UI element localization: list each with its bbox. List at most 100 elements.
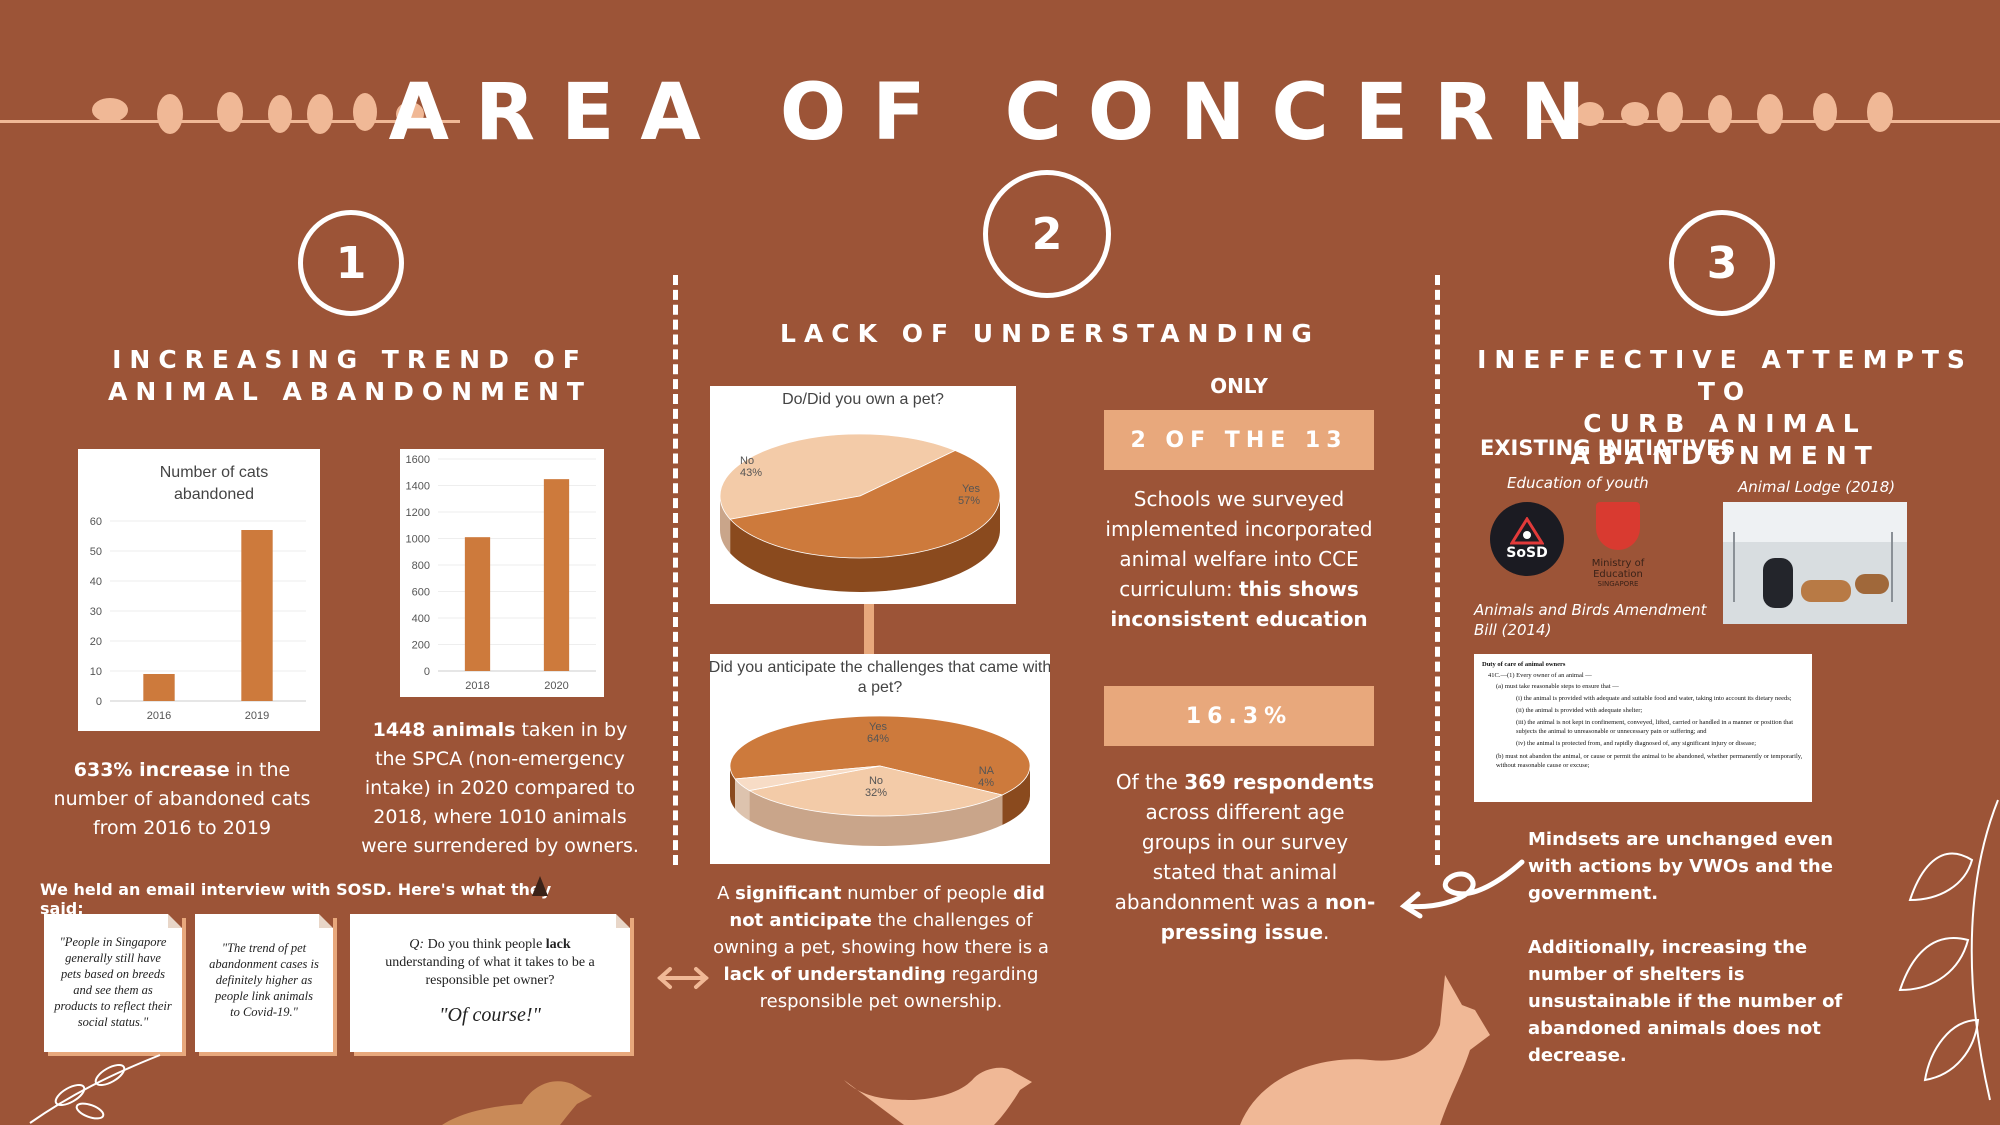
curly-arrow-icon <box>1399 859 1525 919</box>
section3-title-line2: CURB ANIMAL ABANDONMENT <box>1570 409 1880 470</box>
pie-value-No: 32% <box>865 787 887 799</box>
cats-abandoned-chart-card: Number of cats abandoned 60 50 40 30 20 10 0 2016… <box>78 449 320 731</box>
spca-intake-bold: 1448 animals <box>372 719 516 741</box>
bill-doc-line-0: 41C.—(1) Every owner of an animal — <box>1488 672 1592 679</box>
pie-slice-Yes <box>729 450 1001 559</box>
moe-crest-icon <box>1596 502 1640 550</box>
chart-title: a pet? <box>858 679 903 696</box>
bill-doc-line-4: (iii) the animal is not kept in confinem… <box>1516 719 1794 735</box>
leaf-branch-left-icon <box>29 1054 161 1124</box>
pie-slice-No <box>719 433 957 520</box>
quote-3-question: Q: Do you think people lack understandin… <box>385 937 595 988</box>
y-tick-label: 1000 <box>406 534 430 546</box>
animal-lodge-label: Animal Lodge (2018) <box>1738 478 1896 496</box>
chart-title: abandoned <box>174 486 254 503</box>
pie-slice-Yes <box>729 715 1031 796</box>
cats-increase-rest: in the number of abandoned cats from 201… <box>53 759 311 839</box>
sosd-mini-logo-icon <box>532 876 548 896</box>
pie-value-Yes: 57% <box>958 495 980 507</box>
quote-card-3: Q: Do you think people lack understandin… <box>350 914 630 1052</box>
section1-title-line1: INCREASING TREND OF <box>112 345 588 374</box>
pie-side-NA <box>735 778 750 821</box>
sosd-logo: SoSD <box>1490 502 1564 576</box>
sosd-logo-text: SoSD <box>1506 545 1548 561</box>
pie-label-NA: NA <box>979 765 995 777</box>
y-tick-label: 10 <box>90 666 102 678</box>
section2-number: 2 <box>983 170 1111 298</box>
chart-title: Number of cats <box>160 464 268 481</box>
spca-intake-text: 1448 animals taken in by the SPCA (non-e… <box>360 716 640 861</box>
quote-card-2: "The trend of pet abandonment cases is d… <box>195 914 333 1052</box>
conclusion-1: Mindsets are unchanged even with actions… <box>1528 829 1834 904</box>
pie-label-No: No <box>869 775 883 787</box>
y-tick-label: 400 <box>412 613 430 625</box>
schools-stat-box: 2 OF THE 13 <box>1104 410 1374 470</box>
quote-2-text: "The trend of pet abandonment cases is d… <box>209 941 319 1019</box>
moe-logo: Ministry of Education SINGAPORE <box>1570 502 1666 588</box>
interview-intro-text: We held an email interview with SOSD. He… <box>40 880 552 918</box>
double-arrow-icon <box>657 967 709 989</box>
chart-title: Did you anticipate the challenges that c… <box>710 659 1050 676</box>
respondents-stat-box: 16.3% <box>1104 686 1374 746</box>
section1-title: INCREASING TREND OF ANIMAL ABANDONMENT <box>100 344 600 408</box>
moe-sub: SINGAPORE <box>1597 580 1639 588</box>
quote-3-q-prefix: Q: <box>409 937 425 952</box>
animal-lodge-photo <box>1723 502 1907 624</box>
pie-value-No: 43% <box>740 467 762 479</box>
y-tick-label: 50 <box>90 546 102 558</box>
existing-initiatives-heading: EXISTING INITIATIVES <box>1480 436 1736 460</box>
dog-silhouette-large-icon <box>1240 975 1490 1125</box>
cats-increase-text: 633% increase in the number of abandoned… <box>48 756 316 843</box>
pie-side-Yes <box>1002 766 1030 825</box>
bill-document: Duty of care of animal owners 41C.—(1) E… <box>1474 654 1812 802</box>
bill-doc-line-6: (b) must not abandon the animal, or caus… <box>1496 753 1803 769</box>
y-tick-label: 60 <box>90 516 102 528</box>
moe-caption: Ministry of Education <box>1591 558 1645 580</box>
spca-intake-rest: taken in by the SPCA (non-emergency inta… <box>361 719 639 857</box>
anticipate-challenges-pie-card: Did you anticipate the challenges that c… <box>709 654 1051 864</box>
respondents-stat-text: Of the 369 respondents across different … <box>1114 770 1376 944</box>
y-tick-label: 200 <box>412 640 430 652</box>
bill-doc-line-5: (iv) the animal is protected from, and r… <box>1516 740 1757 747</box>
y-tick-label: 30 <box>90 606 102 618</box>
section3-title: INEFFECTIVE ATTEMPTS TO CURB ANIMAL ABAN… <box>1460 344 1990 472</box>
bill-doc-line-1: (a) must take reasonable steps to ensure… <box>1496 683 1619 690</box>
section1-number: 1 <box>298 210 404 316</box>
y-tick-label: 40 <box>90 576 102 588</box>
page-title: AREA OF CONCERN <box>388 68 1612 158</box>
pie-side-No <box>720 496 731 554</box>
divider-left <box>673 275 678 865</box>
section3-title-line1: INEFFECTIVE ATTEMPTS TO <box>1477 345 1973 406</box>
bill-doc-line-3: (ii) the animal is provided with adequat… <box>1516 707 1643 714</box>
spca-intake-chart: 1600 1400 1200 1000 800 600 400 200 0 2018 2020 <box>406 454 596 692</box>
sosd-dog-icon <box>1510 517 1544 545</box>
conclusion-2: Additionally, increasing the number of s… <box>1528 937 1843 1066</box>
quote-card-1: "People in Singapore generally still hav… <box>44 914 182 1052</box>
pie-label-Yes: Yes <box>962 483 980 495</box>
y-tick-label: 800 <box>412 560 430 572</box>
bill-label: Animals and Birds Amendment Bill (2014) <box>1474 601 1707 639</box>
x-tick-label: 2018 <box>465 680 489 692</box>
birds-right-icon <box>1576 92 1893 134</box>
quote-1-text: "People in Singapore generally still hav… <box>54 935 172 1029</box>
y-tick-label: 600 <box>412 587 430 599</box>
x-tick-label: 2016 <box>147 710 171 722</box>
bar-2020 <box>543 479 570 671</box>
pie-side-Yes <box>730 766 736 809</box>
interview-intro: We held an email interview with SOSD. He… <box>40 880 560 918</box>
y-tick-label: 20 <box>90 636 102 648</box>
pie-label-No: No <box>740 455 754 467</box>
y-tick-label: 0 <box>96 696 102 708</box>
bar-2016 <box>143 674 175 701</box>
pie-connector <box>864 604 874 654</box>
y-tick-label: 1200 <box>406 507 430 519</box>
education-label: Education of youth <box>1507 474 1649 492</box>
cats-increase-bold: 633% increase <box>73 759 230 781</box>
bill-doc-line-2: (i) the animal is provided with adequate… <box>1516 695 1792 702</box>
dog-silhouette-middle-icon <box>844 1067 1032 1125</box>
divider-right <box>1435 275 1440 865</box>
bar-2019 <box>241 530 273 701</box>
y-tick-label: 0 <box>424 666 430 678</box>
only-label: ONLY <box>1210 374 1268 398</box>
